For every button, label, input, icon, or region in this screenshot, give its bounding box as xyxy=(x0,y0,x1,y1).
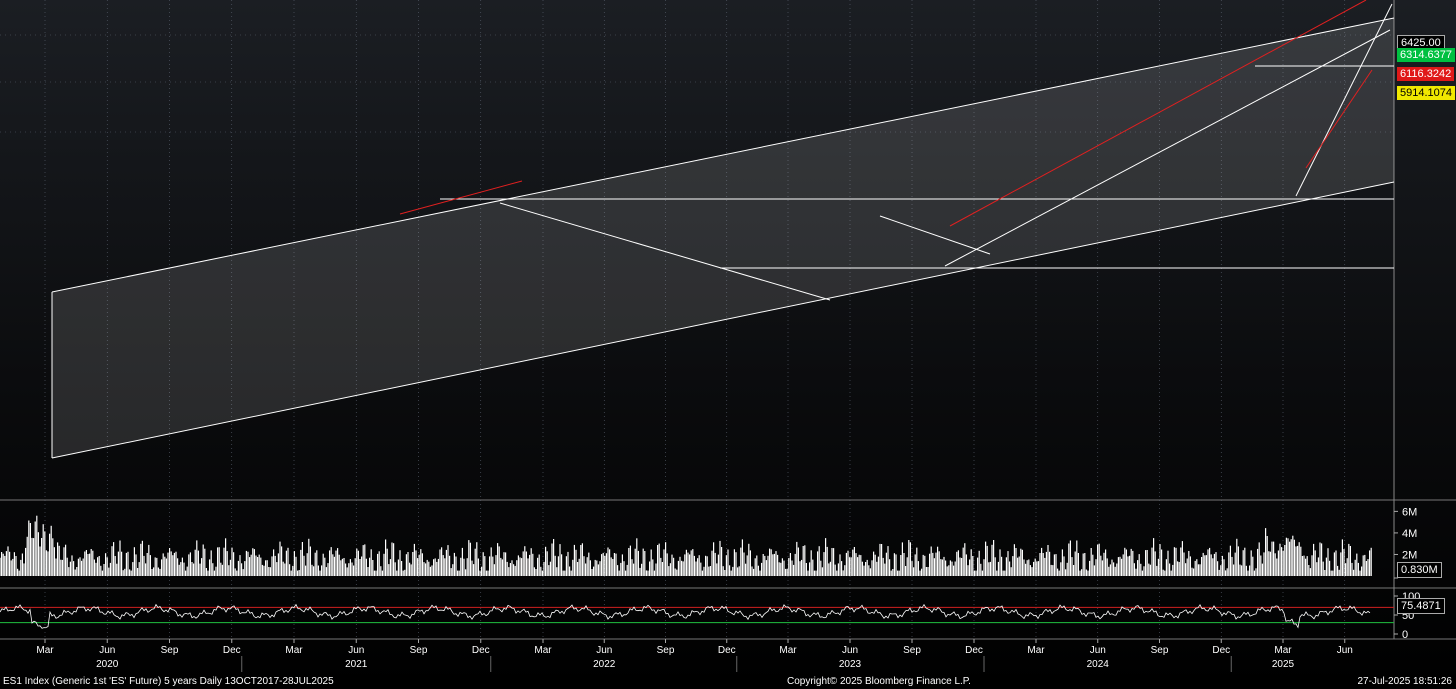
month-label: Dec xyxy=(472,645,490,656)
month-label: Jun xyxy=(842,645,858,656)
volume-last-tag: 0.830M xyxy=(1397,562,1442,578)
mid-ma-tag: 6116.3242 xyxy=(1397,67,1455,81)
month-label: Jun xyxy=(596,645,612,656)
month-label: Mar xyxy=(534,645,552,656)
year-label: 2023 xyxy=(839,659,862,670)
footer-security-description: ES1 Index (Generic 1st 'ES' Future) 5 ye… xyxy=(3,676,334,687)
month-label: Sep xyxy=(1151,645,1169,656)
month-label: Dec xyxy=(965,645,983,656)
year-label: 2024 xyxy=(1087,659,1110,670)
last-price-tag: 6425.00 xyxy=(1397,35,1445,51)
status-footer: ES1 Index (Generic 1st 'ES' Future) 5 ye… xyxy=(0,674,1456,689)
uptrend-line-2025 xyxy=(1295,3,1393,197)
year-label: 2022 xyxy=(593,659,616,670)
downtrend-line-2022 xyxy=(499,202,831,301)
rsi-tick-label: 0 xyxy=(1402,629,1408,641)
footer-copyright: Copyright© 2025 Bloomberg Finance L.P. xyxy=(787,676,971,687)
month-label: Mar xyxy=(285,645,303,656)
year-label: 2020 xyxy=(96,659,119,670)
month-label: Dec xyxy=(718,645,736,656)
month-label: Mar xyxy=(779,645,797,656)
rsi-last-tag: 75.4871 xyxy=(1397,598,1445,614)
trend-channel-fill xyxy=(52,18,1394,458)
month-label: Mar xyxy=(36,645,54,656)
volume-tick-label: 6M xyxy=(1402,506,1417,518)
month-label: Jun xyxy=(348,645,364,656)
long-ma-tag: 5914.1074 xyxy=(1397,86,1455,100)
year-label: 2021 xyxy=(345,659,368,670)
month-label: Jun xyxy=(1337,645,1353,656)
month-label: Mar xyxy=(1027,645,1045,656)
month-label: Sep xyxy=(161,645,179,656)
footer-timestamp: 27-Jul-2025 18:51:26 xyxy=(1357,676,1452,687)
month-label: Sep xyxy=(657,645,675,656)
month-label: Mar xyxy=(1274,645,1292,656)
month-label: Sep xyxy=(410,645,428,656)
month-label: Jun xyxy=(99,645,115,656)
volume-tick-label: 4M xyxy=(1402,528,1417,540)
downtrend-line-2023 xyxy=(879,215,991,255)
short-ma-tag: 6314.6377 xyxy=(1397,48,1455,62)
volume-tick-label: 2M xyxy=(1402,549,1417,561)
year-label: 2025 xyxy=(1272,659,1295,670)
month-label: Dec xyxy=(1212,645,1230,656)
red-trendline-2025 xyxy=(1305,69,1373,169)
channel-lower-line xyxy=(51,181,1395,459)
month-label: Jun xyxy=(1090,645,1106,656)
uptrend-line-2023 xyxy=(944,29,1391,267)
red-trendline-2021 xyxy=(399,180,523,215)
month-label: Sep xyxy=(903,645,921,656)
red-trendline-upper xyxy=(949,0,1367,227)
month-label: Dec xyxy=(223,645,241,656)
channel-upper-line xyxy=(51,17,1395,293)
rsi-line xyxy=(0,603,1371,629)
